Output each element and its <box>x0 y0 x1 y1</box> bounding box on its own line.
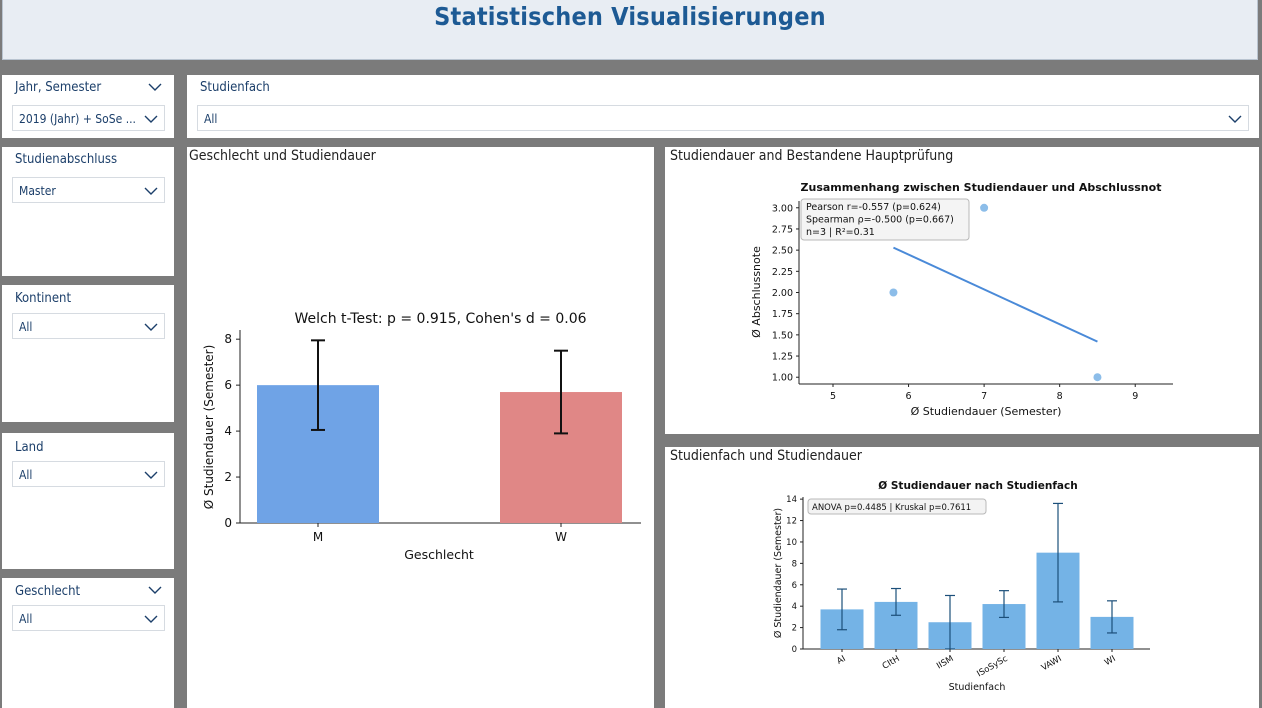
slicer-title: Studienabschluss <box>15 152 118 167</box>
slicer-geschlecht: Geschlecht All <box>2 578 174 708</box>
slicer-title: Geschlecht <box>15 584 81 599</box>
y-tick-label: 12 <box>786 517 797 527</box>
visual-geschlecht-studiendauer: Geschlecht und Studiendauer Welch t-Test… <box>187 147 654 708</box>
gender-duration-chart: Welch t-Test: p = 0.915, Cohen's d = 0.0… <box>202 311 641 562</box>
x-tick-label: 8 <box>1057 391 1063 402</box>
chart-title: Welch t-Test: p = 0.915, Cohen's d = 0.0… <box>294 311 586 327</box>
x-tick-label: 5 <box>830 391 836 402</box>
slicer-title: Studienfach <box>200 80 270 95</box>
visual-title: Studienfach und Studiendauer <box>670 448 862 464</box>
dropdown-value: All <box>19 468 33 482</box>
chevron-down-icon <box>1228 115 1242 123</box>
slicer-studienabschluss: Studienabschluss Master <box>2 147 174 276</box>
y-tick-label: 1.75 <box>772 309 793 320</box>
studienfach-dropdown[interactable]: All <box>197 105 1249 131</box>
x-tick-label: AI <box>835 654 847 667</box>
slicer-title: Land <box>15 440 44 455</box>
geschlecht-dropdown[interactable]: All <box>12 605 165 631</box>
kontinent-dropdown[interactable]: All <box>12 313 165 339</box>
slicer-studienfach: Studienfach All <box>187 75 1259 138</box>
annotation-line: Pearson r=-0.557 (p=0.624) <box>806 202 941 213</box>
slicer-title: Kontinent <box>15 291 72 306</box>
y-tick-label: 2.75 <box>772 224 793 235</box>
dropdown-value: All <box>19 320 33 334</box>
trend-line <box>893 246 1098 343</box>
x-tick-label: WI <box>1103 654 1117 668</box>
y-tick-label: 2 <box>792 624 797 634</box>
y-tick-label: 6 <box>792 581 797 591</box>
chart-title: Ø Studiendauer nach Studienfach <box>878 480 1077 492</box>
y-tick-label: 4 <box>224 424 232 438</box>
y-tick-label: 2.00 <box>772 288 793 299</box>
y-tick-label: 1.50 <box>772 330 793 341</box>
x-tick-label: IISM <box>935 654 955 672</box>
x-axis-label: Studienfach <box>949 682 1006 693</box>
x-axis-label: Geschlecht <box>404 547 474 562</box>
y-tick-label: 2.25 <box>772 267 793 278</box>
chevron-down-icon <box>144 471 158 479</box>
slicer-jahr-semester: Jahr, Semester 2019 (Jahr) + SoSe ... <box>2 75 174 138</box>
x-tick-label: M <box>313 530 323 544</box>
y-tick-label: 1.25 <box>772 352 793 363</box>
y-tick-label: 10 <box>786 538 797 548</box>
chart-title: Zusammenhang zwischen Studiendauer und A… <box>801 181 1162 194</box>
y-tick-label: 3.00 <box>772 203 793 214</box>
y-axis-label: Ø Abschlussnote <box>750 246 763 338</box>
y-tick-label: 4 <box>792 602 797 612</box>
studienabschluss-dropdown[interactable]: Master <box>12 177 165 203</box>
y-tick-label: 2 <box>224 470 232 484</box>
land-dropdown[interactable]: All <box>12 461 165 487</box>
visual-title: Geschlecht und Studiendauer <box>189 148 376 164</box>
dropdown-value: All <box>19 612 33 626</box>
data-point <box>1093 373 1102 382</box>
x-tick-label: W <box>555 530 567 544</box>
slicer-kontinent: Kontinent All <box>2 285 174 422</box>
y-tick-label: 6 <box>224 378 232 392</box>
annotation-line: n=3 | R²=0.31 <box>806 227 875 238</box>
x-tick-label: 9 <box>1132 391 1138 402</box>
visual-studienfach-studiendauer: Studienfach und Studiendauer Ø Studienda… <box>665 447 1259 708</box>
data-point <box>980 203 989 212</box>
chevron-down-icon[interactable] <box>148 585 162 595</box>
y-tick-label: 1.00 <box>772 373 793 384</box>
page-title: Statistischen Visualisierungen <box>434 2 826 31</box>
report-header: Statistischen Visualisierungen <box>2 0 1258 60</box>
chevron-down-icon[interactable] <box>148 82 162 92</box>
annotation-box <box>807 498 987 515</box>
y-tick-label: 14 <box>786 495 797 505</box>
data-point <box>889 288 898 297</box>
jahr-semester-dropdown[interactable]: 2019 (Jahr) + SoSe ... <box>12 105 165 131</box>
chevron-down-icon <box>144 323 158 331</box>
dropdown-value: 2019 (Jahr) + SoSe ... <box>19 112 136 126</box>
y-axis-label: Ø Studiendauer (Semester) <box>202 345 216 510</box>
chevron-down-icon <box>144 615 158 623</box>
chevron-down-icon <box>144 115 158 123</box>
y-tick-label: 0 <box>224 516 232 530</box>
dropdown-value: Master <box>19 184 56 198</box>
y-tick-label: 0 <box>792 645 797 655</box>
x-tick-label: CItH <box>881 654 902 672</box>
chevron-down-icon <box>144 187 158 195</box>
visual-title: Studiendauer and Bestandene Hauptprüfung <box>670 148 954 164</box>
x-tick-label: VAWI <box>1040 654 1064 673</box>
y-tick-label: 2.50 <box>772 246 793 257</box>
y-tick-label: 8 <box>224 332 232 346</box>
x-axis-label: Ø Studiendauer (Semester) <box>911 405 1062 418</box>
y-tick-label: 8 <box>792 559 797 569</box>
x-tick-label: 7 <box>981 391 987 402</box>
slicer-title: Jahr, Semester <box>15 80 102 95</box>
annotation-line: Spearman ρ=-0.500 (p=0.667) <box>806 215 954 226</box>
visual-studiendauer-hauptpruefung: Studiendauer and Bestandene Hauptprüfung… <box>665 147 1259 434</box>
dropdown-value: All <box>204 112 218 126</box>
x-tick-label: 6 <box>906 391 912 402</box>
annotation-box <box>800 198 970 241</box>
duration-grade-scatter: Zusammenhang zwischen Studiendauer und A… <box>750 181 1173 418</box>
slicer-land: Land All <box>2 433 174 569</box>
annotation-text: ANOVA p=0.4485 | Kruskal p=0.7611 <box>812 503 971 513</box>
y-axis-label: Ø Studiendauer (Semester) <box>773 508 784 638</box>
subject-duration-chart: Ø Studiendauer nach Studienfach 0 2 4 6 8 10 12… <box>773 480 1150 693</box>
x-tick-label: ISoSySc <box>975 654 1009 680</box>
